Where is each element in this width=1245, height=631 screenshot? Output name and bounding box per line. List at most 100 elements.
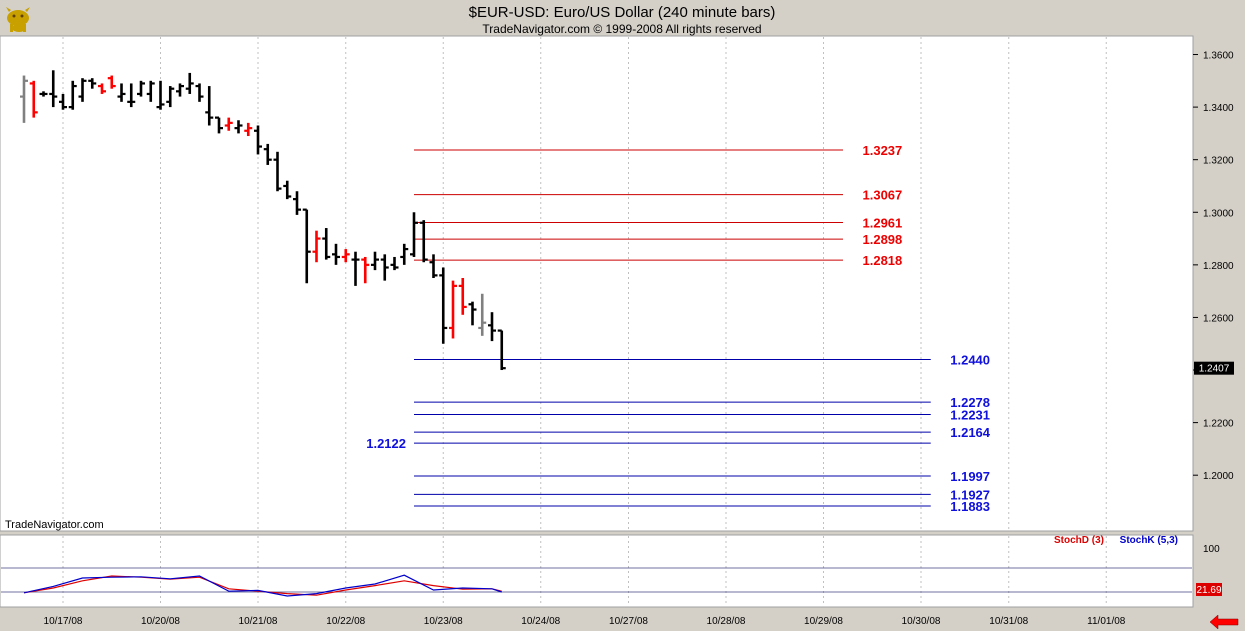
level-label: 1.2440 <box>950 353 990 368</box>
chart-title: $EUR-USD: Euro/US Dollar (240 minute bar… <box>469 4 776 21</box>
ohlc-bar <box>39 91 48 97</box>
level-label: 1.1997 <box>950 469 990 484</box>
stoch-last-value-label: 21.69 <box>1196 585 1221 596</box>
ohlc-bar <box>176 83 184 97</box>
ohlc-bar <box>20 75 28 123</box>
ohlc-bar <box>146 80 155 102</box>
ohlc-bar <box>302 208 311 284</box>
ohlc-bar <box>156 80 165 110</box>
ohlc-bar <box>205 86 214 126</box>
level-label: 1.2898 <box>863 232 903 247</box>
ohlc-bar <box>419 220 428 263</box>
level-label: 1.2122 <box>366 436 406 451</box>
level-label: 1.1927 <box>950 487 990 502</box>
ohlc-bar <box>244 122 253 137</box>
ohlc-bar <box>68 80 77 110</box>
x-tick-label: 10/24/08 <box>521 616 560 627</box>
level-label: 1.2278 <box>950 395 990 410</box>
ohlc-bar <box>380 254 389 281</box>
ohlc-bar <box>98 83 106 94</box>
x-tick-label: 10/17/08 <box>44 616 83 627</box>
ohlc-bar <box>137 80 145 97</box>
level-label: 1.2961 <box>863 216 903 231</box>
y-tick-label: 1.3200 <box>1203 156 1234 167</box>
ohlc-bar <box>254 125 262 155</box>
ohlc-bar <box>410 212 418 257</box>
ohlc-bar <box>59 93 67 110</box>
stoch-k-legend: StochK (5,3) <box>1120 535 1178 546</box>
x-tick-label: 10/28/08 <box>707 616 746 627</box>
y-tick-label: 1.3600 <box>1203 51 1234 62</box>
ohlc-bar <box>215 116 223 134</box>
ohlc-bar <box>332 243 340 265</box>
ohlc-bar <box>390 256 399 271</box>
ohlc-bar <box>127 83 136 108</box>
ohlc-bar <box>117 83 126 102</box>
last-price-box <box>1194 361 1234 375</box>
level-label: 1.2231 <box>950 407 990 422</box>
y-tick-label: 1.2000 <box>1203 471 1234 482</box>
ohlc-bar <box>497 329 506 371</box>
x-tick-label: 10/27/08 <box>609 616 648 627</box>
ohlc-bar <box>468 301 477 326</box>
x-tick-label: 10/21/08 <box>239 616 278 627</box>
ohlc-bar <box>263 143 272 165</box>
stoch-tick-100: 100 <box>1203 544 1220 555</box>
ohlc-bar <box>283 180 292 200</box>
ohlc-bar <box>29 80 38 118</box>
ohlc-bar <box>166 86 175 108</box>
ohlc-bar <box>439 267 448 344</box>
chart-subtitle: TradeNavigator.com © 1999-2008 All right… <box>482 22 761 36</box>
stoch-last-value-box <box>1196 583 1222 596</box>
ohlc-bar <box>185 72 194 94</box>
x-tick-label: 10/30/08 <box>902 616 941 627</box>
stoch-series-line <box>23 574 502 597</box>
ohlc-bar <box>107 75 116 89</box>
ohlc-bar <box>400 243 409 265</box>
ohlc-bar <box>351 251 360 286</box>
stochastic-lines <box>1 567 1192 597</box>
watermark: TradeNavigator.com <box>5 519 104 531</box>
price-panel <box>0 35 1194 532</box>
date-gridlines <box>62 37 1107 606</box>
ohlc-bar <box>78 78 87 102</box>
y-tick-label: 1.2200 <box>1203 419 1234 430</box>
x-tick-label: 10/20/08 <box>141 616 180 627</box>
stoch-d-legend: StochD (3) <box>1054 535 1104 546</box>
price-bars <box>20 70 506 371</box>
y-tick-label: 1.3400 <box>1203 103 1234 114</box>
ohlc-bar <box>322 228 331 260</box>
y-tick-label: 1.2800 <box>1203 261 1234 272</box>
last-price-label: 1.2407 <box>1199 364 1230 375</box>
ohlc-bar <box>224 117 233 131</box>
ohlc-bar <box>195 83 204 102</box>
ohlc-bar <box>488 312 496 342</box>
ohlc-bar <box>312 230 321 263</box>
ohlc-bar <box>49 70 58 108</box>
ohlc-bar <box>341 249 350 263</box>
x-tick-label: 11/01/08 <box>1087 616 1126 627</box>
ohlc-bar <box>478 293 487 336</box>
ohlc-bar <box>293 191 301 215</box>
date-axis: 10/17/08 10/20/08 10/21/08 10/22/08 10/23/08… <box>44 616 1126 627</box>
ohlc-bar <box>429 254 438 278</box>
left-arrow-icon[interactable] <box>1209 614 1239 630</box>
level-label: 1.1883 <box>950 499 990 514</box>
stochastic-panel <box>0 534 1194 608</box>
y-tick-label: 1.2600 <box>1203 313 1234 324</box>
y-tick-label: 1.3000 <box>1203 208 1234 219</box>
x-tick-label: 10/22/08 <box>326 616 365 627</box>
ohlc-bar <box>88 78 97 89</box>
ohlc-bar <box>361 256 370 284</box>
ohlc-bar <box>458 278 467 315</box>
ohlc-bar <box>234 120 243 134</box>
x-tick-label: 10/29/08 <box>804 616 843 627</box>
x-tick-label: 10/23/08 <box>424 616 463 627</box>
ohlc-bar <box>273 151 282 192</box>
ohlc-bar <box>371 251 379 271</box>
level-label: 1.3237 <box>863 143 903 158</box>
x-tick-label: 10/31/08 <box>989 616 1028 627</box>
ohlc-bar <box>449 280 457 339</box>
trade-navigator-bull-logo-small <box>12 24 26 32</box>
